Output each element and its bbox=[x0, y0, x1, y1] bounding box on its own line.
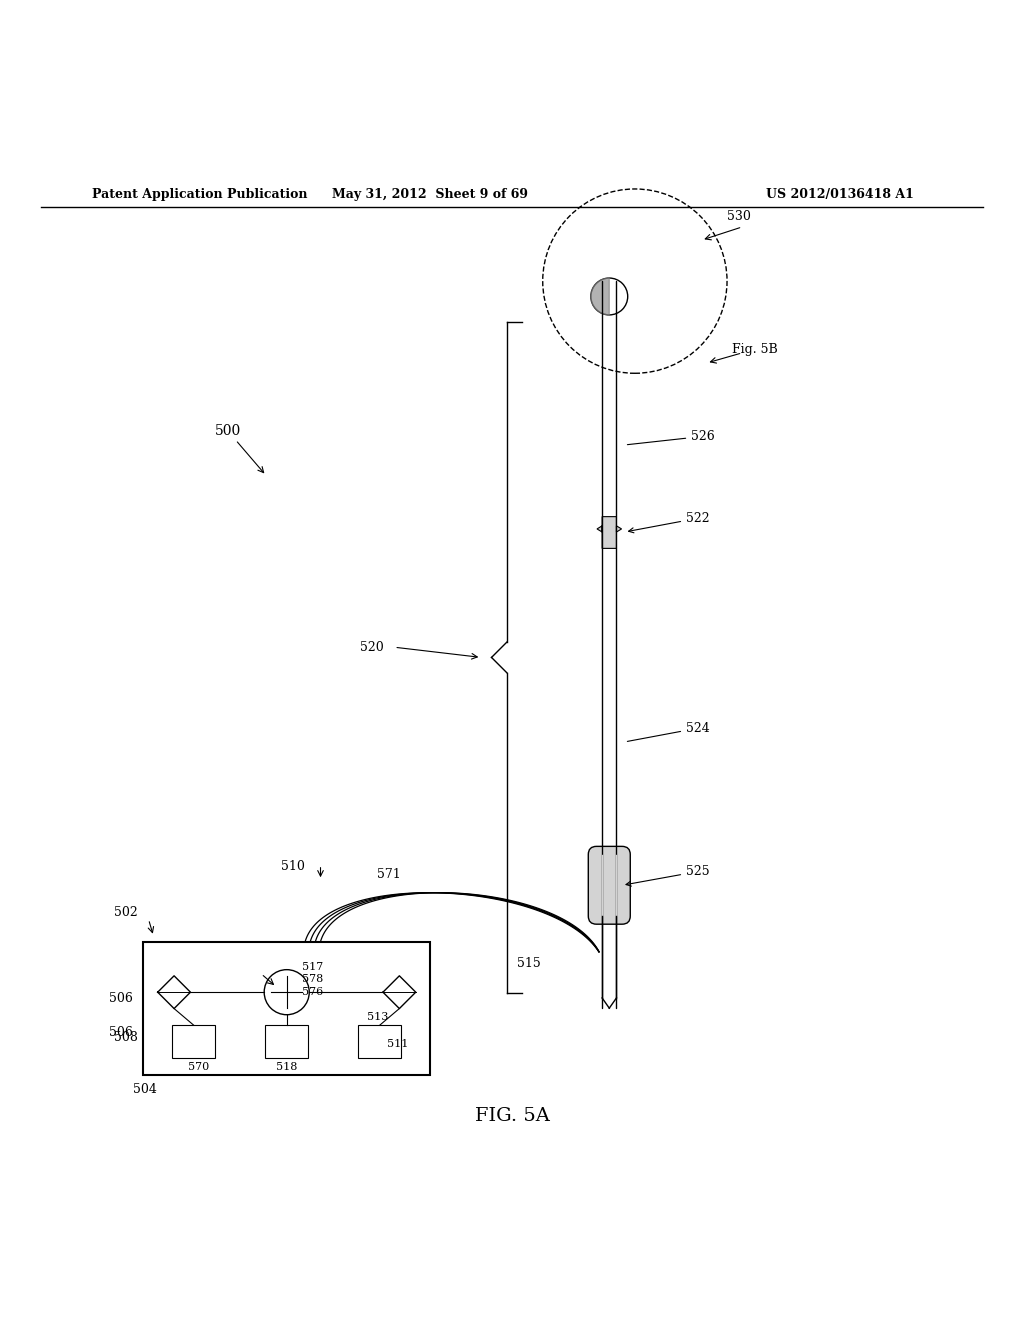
Bar bbox=[358, 1026, 401, 1057]
Text: 515: 515 bbox=[517, 957, 541, 970]
Text: 520: 520 bbox=[360, 640, 384, 653]
Text: 513: 513 bbox=[367, 1012, 388, 1022]
Text: US 2012/0136418 A1: US 2012/0136418 A1 bbox=[766, 187, 913, 201]
Bar bbox=[143, 941, 430, 1074]
Polygon shape bbox=[597, 516, 622, 548]
Text: 526: 526 bbox=[628, 430, 715, 445]
Text: Patent Application Publication: Patent Application Publication bbox=[92, 187, 307, 201]
Text: 510: 510 bbox=[282, 859, 305, 873]
Text: Fig. 5B: Fig. 5B bbox=[732, 343, 778, 356]
FancyBboxPatch shape bbox=[588, 846, 631, 924]
Text: 522: 522 bbox=[629, 512, 710, 533]
Text: 576: 576 bbox=[302, 987, 324, 997]
Text: 578: 578 bbox=[302, 974, 324, 983]
Bar bbox=[265, 1026, 308, 1057]
Text: 524: 524 bbox=[628, 722, 710, 742]
Polygon shape bbox=[591, 279, 609, 315]
Text: 530: 530 bbox=[727, 210, 751, 223]
Text: 506: 506 bbox=[110, 1027, 133, 1039]
Text: 506: 506 bbox=[110, 991, 133, 1005]
Text: 570: 570 bbox=[188, 1063, 210, 1072]
Text: May 31, 2012  Sheet 9 of 69: May 31, 2012 Sheet 9 of 69 bbox=[332, 187, 528, 201]
Text: 518: 518 bbox=[276, 1063, 298, 1072]
Text: 511: 511 bbox=[387, 1039, 409, 1048]
Text: 502: 502 bbox=[115, 906, 138, 919]
Text: FIG. 5A: FIG. 5A bbox=[474, 1106, 550, 1125]
Text: 525: 525 bbox=[626, 865, 710, 886]
Text: 508: 508 bbox=[115, 1031, 138, 1044]
Text: 517: 517 bbox=[302, 962, 324, 972]
Text: 504: 504 bbox=[133, 1084, 157, 1096]
Bar bbox=[172, 1026, 215, 1057]
Text: 500: 500 bbox=[215, 424, 242, 438]
Text: 571: 571 bbox=[377, 869, 400, 882]
